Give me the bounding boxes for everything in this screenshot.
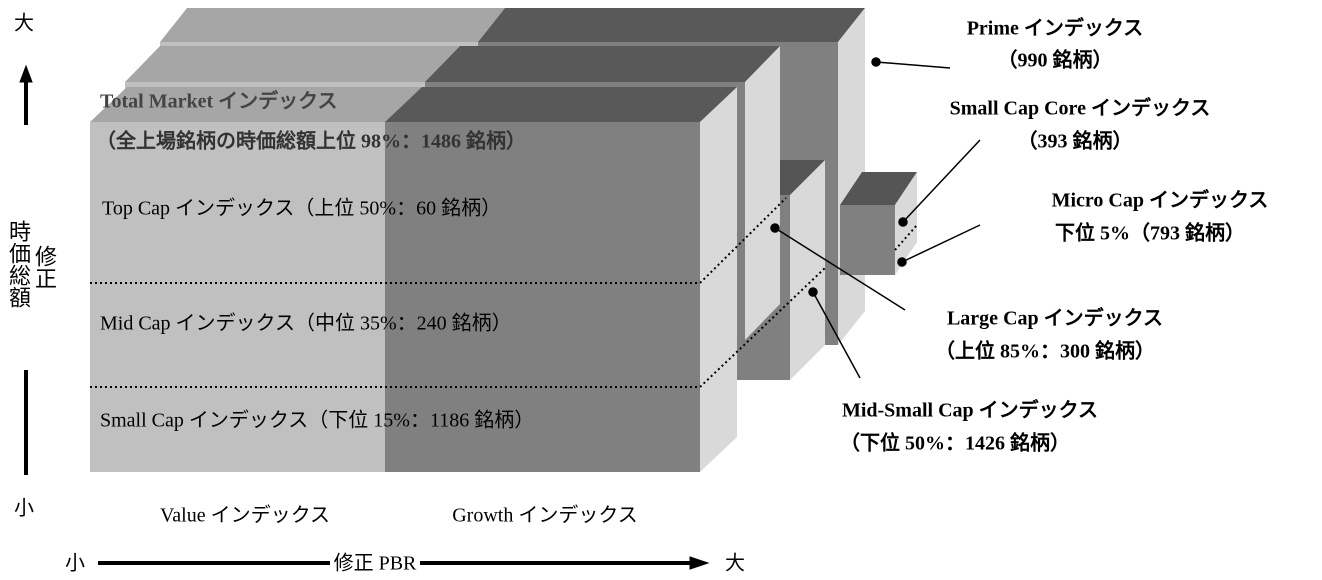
column-label: Value インデックス [160, 504, 330, 527]
box-face [790, 160, 825, 380]
label-name: Micro Cap インデックス [1052, 188, 1269, 212]
leader-dot [871, 57, 881, 67]
row-label: Mid Cap インデックス（中位 35%：240 銘柄） [100, 312, 512, 335]
leader-line [774, 227, 906, 311]
front-title: Total Market インデックス [100, 89, 338, 113]
row-label: Small Cap インデックス（下位 15%：1186 銘柄） [100, 409, 534, 432]
box-face [385, 87, 737, 122]
box-face [425, 46, 780, 82]
leader-dot [898, 217, 908, 227]
divider [699, 197, 787, 284]
y-high: 大 [14, 12, 34, 35]
label-detail: （下位 50%：1426 銘柄） [840, 431, 1070, 455]
row-label: Top Cap インデックス（上位 50%：60 銘柄） [102, 197, 501, 220]
y-low: 小 [14, 497, 34, 520]
label-detail: （990 銘柄） [998, 48, 1113, 72]
box-face [700, 87, 737, 472]
arrow-head [689, 556, 710, 570]
label-detail: （393 銘柄） [1018, 129, 1133, 153]
x-low: 小 [65, 552, 85, 575]
label-name: Mid-Small Cap インデックス [842, 398, 1098, 422]
box-face [840, 205, 895, 275]
box-face [745, 46, 780, 340]
leader-line [902, 139, 981, 223]
leader-line [875, 61, 951, 69]
leader-dot [770, 223, 780, 233]
label-name: Small Cap Core インデックス [950, 96, 1211, 120]
x-label: 修正 PBR [334, 552, 417, 575]
front-subtitle: （全上場銘柄の時価総額上位 98%：1486 銘柄） [96, 129, 526, 153]
box-face [160, 8, 505, 42]
leaders [770, 57, 981, 379]
y-label: 時価総額 [6, 220, 31, 308]
label-detail: 下位 5%（793 銘柄） [1055, 221, 1245, 245]
box-face [840, 172, 917, 205]
boxes [90, 8, 917, 472]
divider [699, 267, 826, 388]
arrow-head [19, 64, 33, 83]
y-label: 修正 [32, 245, 57, 289]
leader-dot [897, 257, 907, 267]
label-name: Prime インデックス [967, 16, 1144, 40]
label-detail: （上位 85%：300 銘柄） [935, 339, 1155, 363]
box-face [90, 87, 422, 122]
axes [19, 64, 710, 570]
divider [894, 224, 918, 251]
label-name: Large Cap インデックス [947, 306, 1163, 330]
column-label: Growth インデックス [452, 504, 638, 527]
box-face [90, 122, 385, 472]
leader-line [812, 291, 861, 379]
box-face [478, 8, 865, 42]
box-face [385, 122, 700, 472]
dotted-lines [90, 197, 918, 388]
leader-dot [808, 287, 818, 297]
leader-line [901, 224, 981, 263]
x-high: 大 [725, 552, 745, 575]
box-face [125, 46, 460, 82]
